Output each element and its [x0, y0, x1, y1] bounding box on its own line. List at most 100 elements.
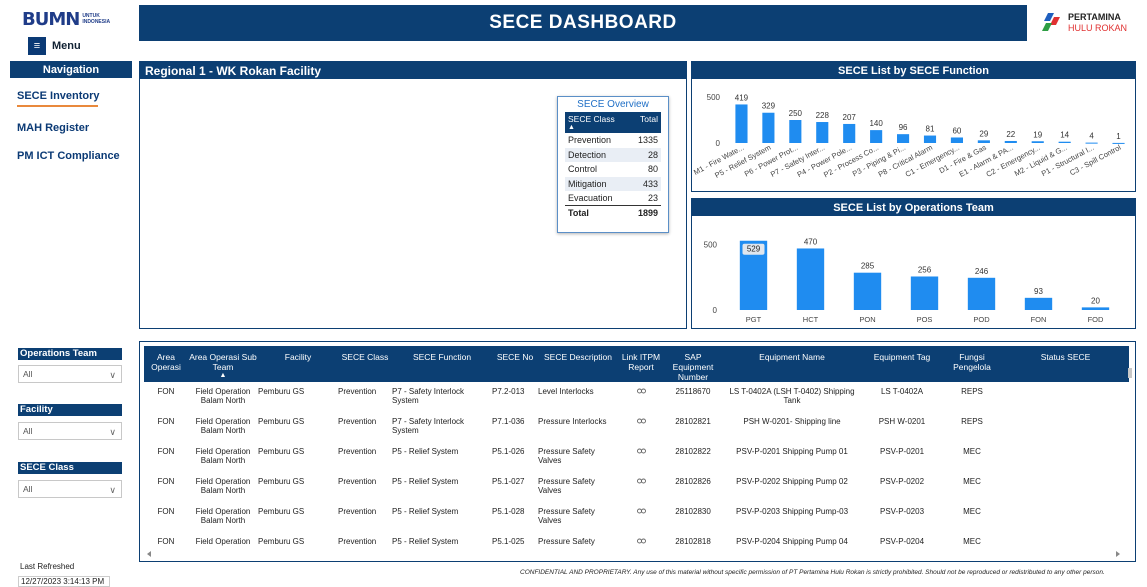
col-facility[interactable]: Facility: [258, 346, 338, 382]
menu-label: Menu: [52, 40, 81, 52]
horizontal-scrollbar[interactable]: [145, 550, 1122, 558]
cell-fungsi: MEC: [963, 447, 981, 456]
table-row[interactable]: FON Field Operation Balam North Pemburu GS…: [144, 442, 1129, 472]
filter-operations-team-select[interactable]: All ∨: [18, 365, 122, 383]
cell-func: P5 - Relief System: [392, 537, 459, 546]
table-row[interactable]: Control 80: [568, 164, 658, 175]
vertical-scrollbar[interactable]: [1126, 350, 1134, 555]
col-link-itpm-report[interactable]: Link ITPM Report: [618, 346, 664, 382]
filter-operations-team-value: All: [23, 369, 33, 379]
filter-facility-select[interactable]: All ∨: [18, 422, 122, 440]
x-tick-label: PGT: [746, 315, 762, 324]
chevron-down-icon: ∨: [109, 370, 116, 380]
col-sece-class[interactable]: SECE Class: [338, 346, 392, 382]
sece-inventory-table-panel: Area Operasi Area Operasi Sub Team ▲ Faci…: [139, 341, 1136, 562]
col-equipment-tag[interactable]: Equipment Tag: [862, 346, 942, 382]
overview-col-class[interactable]: SECE Class ▲: [565, 112, 630, 133]
overview-col-total[interactable]: Total: [629, 112, 661, 133]
table-row[interactable]: FON Field Operation Balam North Pemburu GS…: [144, 472, 1129, 502]
col-equipment-name[interactable]: Equipment Name: [722, 346, 862, 382]
col-area-operasi-sub-team[interactable]: Area Operasi Sub Team ▲: [188, 346, 258, 382]
data-label: 285: [861, 262, 875, 271]
table-row[interactable]: FON Field Operation Balam North Pemburu GS…: [144, 502, 1129, 532]
link-icon[interactable]: [618, 532, 664, 561]
bar: [977, 140, 990, 143]
link-icon[interactable]: [618, 472, 664, 502]
bumn-logo-sub: UNTUK INDONESIA: [82, 13, 111, 25]
cell-fungsi: MEC: [963, 507, 981, 516]
cell-name: LS T-0402A (LSH T-0402) Shipping Tank: [729, 387, 855, 405]
sece-overview-table: SECE Class ▲ Total Prevention 1335 Detecti…: [565, 112, 661, 220]
cell-func: P7 - Safety Interlock System: [392, 417, 465, 435]
data-label: 93: [1034, 287, 1043, 296]
col-sece-function[interactable]: SECE Function: [392, 346, 492, 382]
cell-no: P5.1-027: [492, 477, 525, 486]
menu-button[interactable]: ≡ Menu: [28, 37, 81, 55]
col-sece-description[interactable]: SECE Description: [538, 346, 618, 382]
table-row[interactable]: FON Field Operation Balam North Pemburu GS…: [144, 412, 1129, 442]
cell-cls: Prevention: [338, 387, 377, 396]
cell-sub: Field Operation Balam North: [195, 507, 251, 525]
x-tick-label: FON: [1031, 315, 1047, 324]
x-tick-label: POD: [973, 315, 990, 324]
table-row[interactable]: FON Field Operation Balam North Pemburu GS…: [144, 382, 1129, 412]
cell-area: FON: [157, 537, 175, 546]
bar: [1004, 140, 1017, 143]
col-area-operasi[interactable]: Area Operasi: [144, 346, 188, 382]
filter-sece-class-select[interactable]: All ∨: [18, 480, 122, 498]
link-icon[interactable]: [618, 502, 664, 532]
cell-sub: Field Operation Balam North: [195, 387, 251, 405]
col-status-sece[interactable]: Status SECE: [1002, 346, 1129, 382]
cell-no: P5.1-025: [492, 537, 525, 546]
cell-cls: Prevention: [338, 507, 377, 516]
nav-item-sece-inventory[interactable]: SECE Inventory: [17, 90, 100, 102]
nav-item-mah-register[interactable]: MAH Register: [17, 122, 90, 134]
chevron-down-icon: ∨: [109, 427, 116, 437]
link-icon[interactable]: [618, 412, 664, 442]
pertamina-logo: PERTAMINA HULU ROKAN: [1040, 8, 1140, 38]
cell-area: FON: [157, 387, 175, 396]
cell-sap: 28102826: [675, 477, 711, 486]
pertamina-logo-icon: [1042, 13, 1060, 31]
scroll-left-icon: [147, 551, 151, 557]
cell-fungsi: REPS: [961, 417, 983, 426]
chart-operations-team: 0 500 529 PGT 470 HCT 285 PON 256 POS 246 POD 93 FON 2…: [704, 237, 1110, 324]
pertamina-logo-sub: HULU ROKAN: [1068, 23, 1128, 33]
link-icon[interactable]: [618, 442, 664, 472]
table-row[interactable]: FON Field Operation Pemburu GS Prevention P5…: [144, 532, 1129, 561]
data-label: 207: [843, 113, 857, 122]
cell-desc: Pressure Safety Valves: [538, 507, 595, 525]
regional-panel: Regional 1 - WK Rokan Facility: [139, 61, 687, 329]
data-label: 14: [1060, 131, 1069, 140]
bar: [923, 135, 937, 143]
cell-desc: Level Interlocks: [538, 387, 594, 396]
cell-area: FON: [157, 507, 175, 516]
col-fungsi-pengelola[interactable]: Fungsi Pengelola: [942, 346, 1002, 382]
data-label: 228: [816, 111, 830, 120]
filter-sece-class-value: All: [23, 484, 33, 494]
total-row: Total 1899: [565, 205, 661, 220]
table-row[interactable]: Prevention 1335: [568, 135, 658, 146]
bar: [870, 130, 883, 143]
table-row[interactable]: Mitigation 433: [565, 176, 661, 191]
scroll-thumb: [1128, 368, 1132, 378]
filter-facility-label: Facility: [18, 404, 122, 416]
cell-func: P7 - Safety Interlock System: [392, 387, 465, 405]
data-label: 20: [1091, 296, 1100, 305]
data-label: 19: [1033, 130, 1042, 139]
cell-func: P5 - Relief System: [392, 507, 459, 516]
data-label: 256: [918, 265, 932, 274]
col-sece-no[interactable]: SECE No: [492, 346, 538, 382]
nav-item-pm-ict-compliance[interactable]: PM ICT Compliance: [17, 150, 120, 162]
link-icon[interactable]: [618, 382, 664, 412]
cell-cls: Prevention: [338, 537, 377, 546]
y-tick-label: 500: [704, 241, 718, 250]
cell-facility: Pemburu GS: [258, 447, 305, 456]
table-row[interactable]: Detection 28: [565, 147, 661, 162]
col-sap-equipment-number[interactable]: SAP Equipment Number: [664, 346, 722, 382]
hamburger-icon: ≡: [28, 37, 46, 55]
pertamina-logo-text: PERTAMINA: [1068, 12, 1121, 22]
filter-operations-team-label: Operations Team: [18, 348, 122, 360]
table-row[interactable]: Evacuation 23: [568, 193, 658, 203]
